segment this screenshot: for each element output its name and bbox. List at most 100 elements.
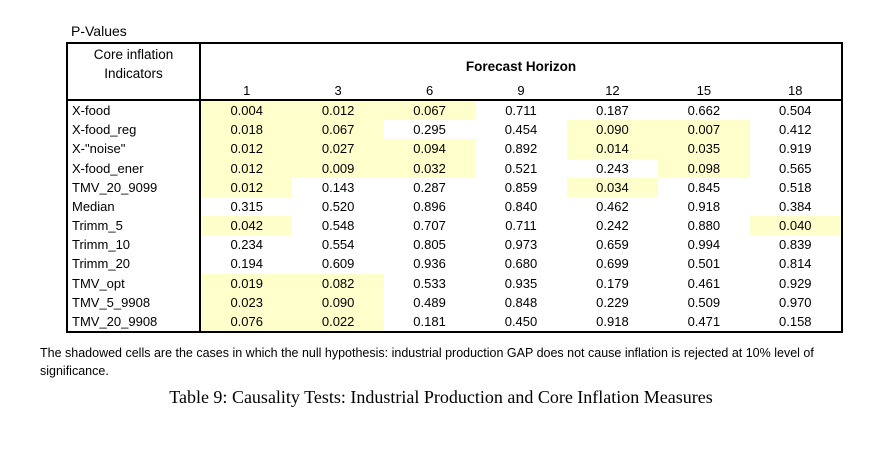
p-value-cell: 0.243 [596, 160, 629, 176]
p-value-cell: 0.315 [230, 198, 263, 214]
p-value-cell: 0.518 [779, 179, 812, 195]
horizon-label: 12 [605, 83, 620, 98]
p-value-cell: 0.609 [321, 256, 355, 272]
table-body: X-food 0.004 0.012 0.067 0.711 0.187 0.662 0.50… [68, 101, 841, 332]
p-value-cell: 0.181 [413, 313, 446, 329]
p-value-cell-highlighted: 0.035 [658, 139, 750, 159]
p-value-cell-highlighted: 0.027 [292, 139, 384, 159]
row-label: Median [68, 196, 201, 217]
p-value-cell: 0.234 [230, 237, 263, 253]
footnote-line-1: The shadowed cells are the cases in whic… [40, 346, 814, 360]
p-value-cell: 0.936 [413, 256, 446, 272]
corner-header: Core inflation Indicators [68, 44, 201, 99]
p-value-cell: 0.929 [779, 275, 812, 291]
table-pretitle: P-Values [71, 23, 127, 39]
row-values: 0.234 0.554 0.805 0.973 0.659 0.994 0.839 [201, 235, 841, 254]
p-value-cell: 0.143 [321, 179, 355, 195]
row-values: 0.004 0.012 0.067 0.711 0.187 0.662 0.504 [201, 101, 841, 121]
p-value-cell-highlighted: 0.032 [383, 158, 476, 178]
p-value-cell: 0.554 [321, 237, 355, 253]
p-value-cell-highlighted: 0.014 [566, 139, 659, 159]
p-value-cell: 0.892 [504, 141, 538, 157]
p-value-cell-highlighted: 0.094 [383, 139, 476, 159]
p-value-cell: 0.699 [596, 256, 629, 272]
p-value-cell: 0.187 [596, 103, 629, 119]
p-value-cell: 0.412 [779, 122, 812, 138]
p-value-cell: 0.287 [413, 179, 446, 195]
table-row: TMV_20_9908 0.076 0.022 0.181 0.450 0.918 0.47… [68, 311, 841, 332]
pvalues-table: Core inflation Indicators Forecast Horiz… [66, 42, 843, 333]
p-value-cell-highlighted: 0.022 [292, 311, 384, 332]
horizon-label: 18 [788, 83, 803, 98]
p-value-cell: 0.814 [779, 256, 812, 272]
horizon-label: 1 [243, 83, 251, 98]
horizon-label: 15 [696, 83, 712, 98]
p-value-cell-highlighted: 0.034 [566, 177, 659, 197]
p-value-cell: 0.973 [504, 237, 538, 253]
row-values: 0.012 0.027 0.094 0.892 0.014 0.035 0.919 [201, 139, 841, 159]
table-row: X-food_ener 0.012 0.009 0.032 0.521 0.243 0.09… [68, 158, 841, 178]
table-row: TMV_5_9908 0.023 0.090 0.489 0.848 0.229 0.509… [68, 292, 841, 312]
p-value-cell: 0.839 [779, 237, 812, 253]
p-value-cell-highlighted: 0.040 [749, 216, 841, 236]
horizon-label: 9 [517, 83, 525, 98]
table-footnote: The shadowed cells are the cases in whic… [40, 344, 855, 380]
p-value-cell-highlighted: 0.042 [201, 216, 293, 236]
row-values: 0.315 0.520 0.896 0.840 0.462 0.918 0.384 [201, 197, 841, 216]
p-value-cell: 0.504 [779, 103, 812, 119]
p-value-cell: 0.711 [505, 103, 537, 119]
row-values: 0.012 0.009 0.032 0.521 0.243 0.098 0.565 [201, 158, 841, 178]
p-value-cell: 0.242 [596, 218, 629, 234]
p-value-cell: 0.880 [687, 218, 721, 234]
p-value-cell: 0.805 [413, 237, 446, 253]
p-value-cell-highlighted: 0.090 [292, 292, 384, 312]
row-values: 0.194 0.609 0.936 0.680 0.699 0.501 0.814 [201, 254, 841, 273]
p-value-cell: 0.918 [596, 313, 629, 329]
p-value-cell: 0.489 [413, 294, 446, 310]
p-value-cell: 0.454 [504, 122, 538, 138]
table-row: Median 0.315 0.520 0.896 0.840 0.462 0.918 0.38… [68, 196, 841, 217]
forecast-horizon-header: Forecast Horizon [465, 59, 577, 74]
row-label: TMV_20_9099 [68, 177, 201, 197]
row-label: X-food_reg [68, 120, 201, 140]
table-caption: Table 9: Causality Tests: Industrial Pro… [169, 387, 713, 407]
p-value-cell-highlighted: 0.082 [292, 273, 384, 293]
p-value-cell-highlighted: 0.067 [383, 101, 476, 121]
p-value-cell: 0.896 [413, 198, 446, 214]
p-value-cell: 0.520 [321, 198, 355, 214]
forecast-header-area: Forecast Horizon 1 3 6 9 12 15 18 [201, 44, 841, 99]
p-value-cell: 0.501 [687, 256, 721, 272]
p-value-cell: 0.919 [779, 141, 812, 157]
p-value-cell-highlighted: 0.012 [292, 101, 384, 121]
p-value-cell: 0.845 [687, 179, 721, 195]
p-value-cell: 0.659 [596, 237, 629, 253]
p-value-cell: 0.509 [687, 294, 721, 310]
p-value-cell: 0.462 [596, 198, 629, 214]
p-value-cell: 0.158 [779, 313, 812, 329]
table-row: TMV_20_9099 0.012 0.143 0.287 0.859 0.034 0.84… [68, 177, 841, 197]
p-value-cell-highlighted: 0.004 [201, 101, 293, 121]
p-value-cell: 0.680 [504, 256, 538, 272]
horizon-labels: 1 3 6 9 12 15 18 [201, 83, 841, 99]
p-value-cell: 0.533 [413, 275, 446, 291]
row-values: 0.019 0.082 0.533 0.935 0.179 0.461 0.929 [201, 273, 841, 293]
p-value-cell: 0.994 [687, 237, 721, 253]
horizon-label: 3 [334, 83, 342, 98]
p-value-cell: 0.229 [596, 294, 629, 310]
p-value-cell-highlighted: 0.067 [292, 120, 384, 140]
footnote-line-2: significance. [40, 364, 109, 379]
row-values: 0.076 0.022 0.181 0.450 0.918 0.471 0.158 [201, 311, 841, 332]
row-label: Trimm_5 [68, 216, 201, 236]
row-label: TMV_opt [68, 273, 201, 293]
p-value-cell-highlighted: 0.012 [201, 158, 293, 178]
p-value-cell: 0.840 [504, 198, 538, 214]
corner-header-line1: Core inflation [93, 47, 174, 62]
p-value-cell: 0.848 [504, 294, 538, 310]
p-value-cell-highlighted: 0.019 [201, 273, 293, 293]
p-value-cell: 0.471 [687, 313, 721, 329]
p-value-cell: 0.970 [779, 294, 812, 310]
row-label: X-food_ener [68, 158, 201, 178]
row-label: Trimm_20 [68, 254, 201, 274]
row-values: 0.023 0.090 0.489 0.848 0.229 0.509 0.970 [201, 292, 841, 312]
p-value-cell: 0.935 [504, 275, 538, 291]
